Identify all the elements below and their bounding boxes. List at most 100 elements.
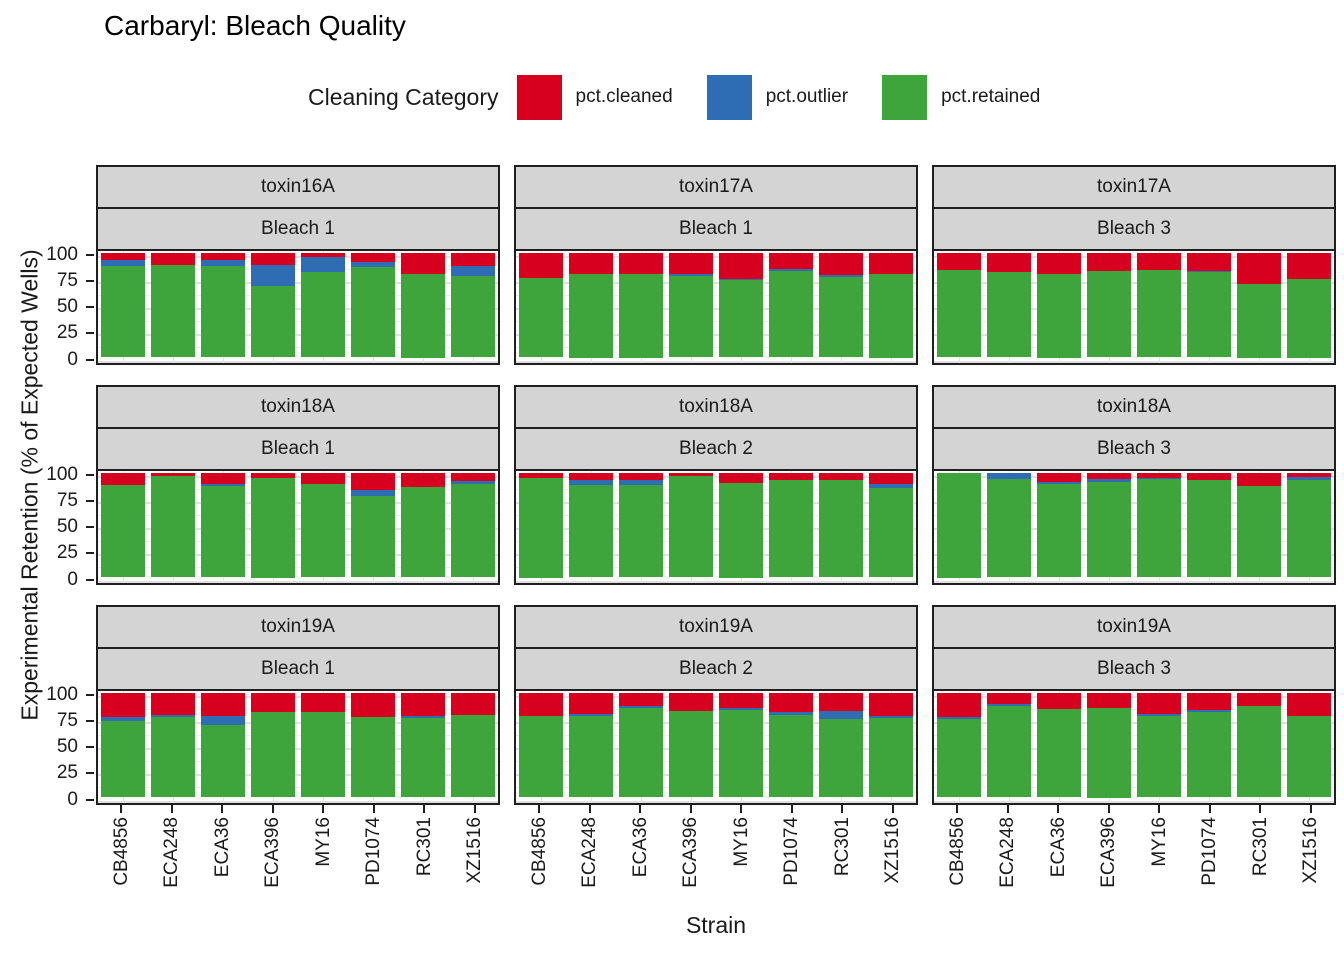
x-tick-label-pd1074: PD1074 <box>1199 817 1221 886</box>
x-tick-label-rc301: RC301 <box>413 817 435 877</box>
gridline <box>98 580 498 583</box>
bars <box>934 691 1334 803</box>
x-tick-slot <box>349 805 400 813</box>
segment-pct-retained <box>1086 481 1132 578</box>
gridline <box>98 567 498 569</box>
x-label-slot: CB4856 <box>932 817 983 917</box>
segment-pct-retained <box>718 710 764 798</box>
facet-toxin18a-bleach-1: toxin18A Bleach 1 <box>96 385 500 585</box>
segment-pct-retained <box>100 720 146 798</box>
gridline <box>934 321 1334 323</box>
bar-slot-pd1074 <box>348 691 398 803</box>
gridline <box>516 554 916 557</box>
panel <box>514 469 918 585</box>
x-tick-label-xz1516: XZ1516 <box>464 817 486 884</box>
gridline <box>934 580 1334 583</box>
segment-pct-cleaned <box>568 252 614 274</box>
x-labels-col-2: CB4856 ECA248 ECA36 ECA396 MY16 PD1074 RC301 XZ… <box>514 817 918 917</box>
bar-slot-rc301 <box>1234 471 1284 583</box>
gridline <box>516 774 916 777</box>
bar-slot-eca248 <box>566 251 616 363</box>
bar-slot-eca248 <box>148 251 198 363</box>
segment-pct-cleaned <box>818 472 864 480</box>
gridline <box>934 748 1334 750</box>
bar-slot-eca36 <box>616 471 666 583</box>
stacked-bar-my16 <box>718 692 764 798</box>
x-tick-label-eca248: ECA248 <box>579 817 601 888</box>
segment-pct-retained <box>200 725 246 798</box>
y-tick-mark <box>86 772 94 775</box>
segment-pct-cleaned <box>936 692 982 717</box>
panel <box>932 689 1336 805</box>
stacked-bar-cb4856 <box>936 692 982 798</box>
segment-pct-retained <box>1186 712 1232 798</box>
segment-pct-cleaned <box>718 692 764 709</box>
bar-slot-cb4856 <box>516 251 566 363</box>
bar-slot-eca36 <box>616 691 666 803</box>
x-ticks-col-3 <box>932 805 1336 813</box>
segment-pct-retained <box>100 266 146 358</box>
facet-strip-bleach: Bleach 1 <box>96 207 500 251</box>
segment-pct-outlier <box>1136 477 1182 479</box>
segment-pct-outlier <box>300 256 346 273</box>
bar-slot-eca36 <box>1034 471 1084 583</box>
gridline <box>934 488 1334 490</box>
x-tick-mark <box>588 805 591 813</box>
stacked-bar-my16 <box>300 472 346 578</box>
gridline <box>934 734 1334 736</box>
gridline <box>516 580 916 583</box>
stacked-bar-eca248 <box>986 252 1032 358</box>
x-tick-label-cb4856: CB4856 <box>946 817 968 886</box>
segment-pct-outlier <box>1136 713 1182 716</box>
segment-pct-cleaned <box>668 472 714 476</box>
panel <box>932 249 1336 365</box>
x-tick-slot <box>565 805 616 813</box>
segment-pct-outlier <box>200 715 246 726</box>
segment-pct-cleaned <box>1036 472 1082 482</box>
segment-pct-retained <box>350 267 396 358</box>
segment-pct-cleaned <box>100 472 146 486</box>
gridline <box>516 360 916 363</box>
segment-pct-retained <box>300 272 346 358</box>
y-tick-label: 50 <box>56 736 78 757</box>
segment-pct-cleaned <box>568 692 614 714</box>
x-label-slot: CB4856 <box>96 817 147 917</box>
x-tick-slot <box>1033 805 1084 813</box>
y-tick-mark <box>86 526 94 528</box>
stacked-bar-xz1516 <box>450 472 496 578</box>
gridline <box>934 514 1334 516</box>
segment-pct-retained <box>1236 284 1282 358</box>
segment-pct-outlier <box>200 259 246 267</box>
stacked-bar-eca36 <box>1036 472 1082 578</box>
bar-slot-eca248 <box>148 471 198 583</box>
gridline <box>934 567 1334 569</box>
x-tick-mark <box>473 805 476 813</box>
gridline <box>98 347 498 349</box>
segment-pct-retained <box>768 714 814 798</box>
bar-slot-eca396 <box>248 691 298 803</box>
segment-pct-retained <box>718 279 764 358</box>
bar-slot-pd1074 <box>348 471 398 583</box>
gridline <box>98 721 498 724</box>
y-tick-mark <box>86 719 94 722</box>
stacked-bar-eca36 <box>200 692 246 798</box>
x-tick-mark <box>841 805 844 813</box>
stacked-bar-rc301 <box>1236 472 1282 578</box>
facet-strip-toxin: toxin18A <box>932 385 1336 429</box>
segment-pct-cleaned <box>250 472 296 478</box>
segment-pct-cleaned <box>518 252 564 278</box>
segment-pct-outlier <box>618 479 664 486</box>
segment-pct-outlier <box>350 490 396 496</box>
stacked-bar-pd1074 <box>1186 252 1232 358</box>
x-tick-slot <box>298 805 349 813</box>
gridline <box>98 255 498 258</box>
x-tick-mark <box>538 805 541 813</box>
bars <box>98 471 498 583</box>
y-tick-label: 75 <box>56 489 78 511</box>
segment-pct-cleaned <box>768 692 814 713</box>
gridline <box>934 281 1334 284</box>
segment-pct-cleaned <box>986 692 1032 705</box>
x-tick-slot <box>197 805 248 813</box>
segment-pct-retained <box>1136 715 1182 798</box>
gridline <box>934 308 1334 310</box>
